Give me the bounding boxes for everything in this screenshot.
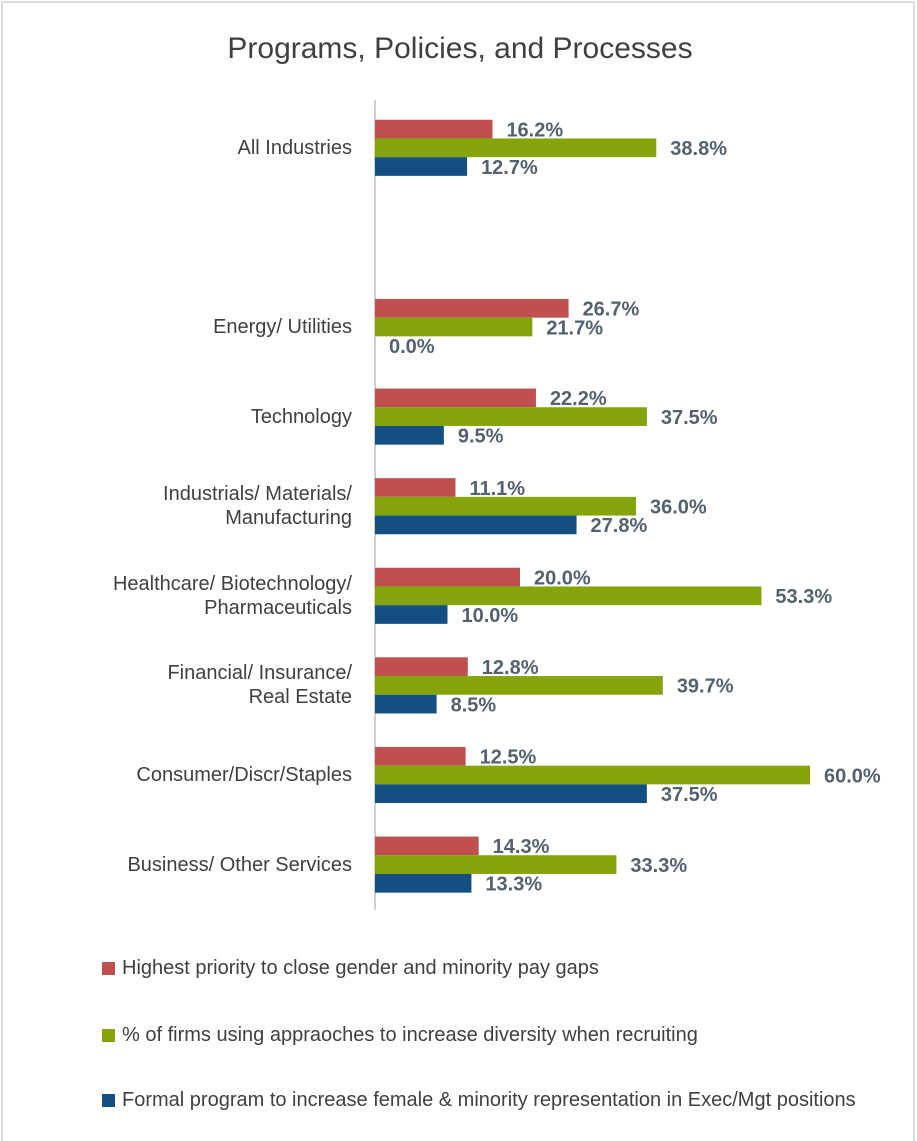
value-label: 37.5% — [661, 784, 718, 806]
value-label: 0.0% — [389, 336, 435, 358]
bar — [375, 515, 577, 535]
category-label: Energy/ Utilities — [213, 316, 352, 338]
legend-label: Highest priority to close gender and min… — [122, 957, 599, 979]
value-label: 14.3% — [493, 836, 550, 858]
value-label: 9.5% — [458, 426, 504, 448]
legend-label: % of firms using appraoches to increase … — [122, 1024, 698, 1046]
category-label: Technology — [250, 405, 352, 428]
bar — [375, 784, 647, 804]
value-label: 26.7% — [583, 299, 640, 321]
value-label: 38.8% — [670, 138, 727, 160]
legend-item: Highest priority to close gender and min… — [102, 955, 892, 981]
legend-swatch — [102, 1094, 115, 1107]
bar — [375, 676, 663, 695]
legend-swatch — [102, 962, 115, 975]
value-label: 60.0% — [824, 765, 881, 787]
value-label: 20.0% — [534, 567, 591, 589]
value-label: 11.1% — [469, 478, 525, 500]
value-label: 22.2% — [550, 388, 607, 410]
bar — [375, 119, 493, 139]
chart-title: Programs, Policies, and Processes — [227, 32, 692, 65]
bar — [375, 657, 468, 677]
legend-swatch — [102, 1029, 115, 1042]
bar — [375, 694, 437, 714]
bar — [375, 605, 448, 624]
category-label: Business/ Other Services — [127, 853, 352, 876]
category-label: Industrials/ Materials/ Manufacturing — [163, 483, 352, 530]
bar — [375, 317, 533, 337]
value-label: 36.0% — [650, 496, 707, 518]
value-label: 12.7% — [481, 157, 538, 179]
legend-item: % of firms using appraoches to increase … — [102, 1022, 892, 1048]
category-label: Financial/ Insurance/ Real Estate — [167, 662, 352, 709]
bar — [375, 407, 647, 426]
value-label: 27.8% — [591, 515, 648, 537]
bar — [375, 873, 472, 893]
bar — [375, 586, 762, 606]
category-label: Consumer/Discr/Staples — [136, 764, 352, 786]
value-label: 12.5% — [480, 747, 537, 769]
bar — [375, 496, 636, 516]
bar — [375, 746, 466, 766]
bar — [375, 388, 536, 408]
value-label: 8.5% — [451, 694, 497, 716]
value-label: 37.5% — [661, 407, 718, 429]
value-label: 16.2% — [506, 119, 563, 141]
value-label: 33.3% — [630, 855, 687, 877]
value-label: 53.3% — [775, 586, 832, 608]
value-label: 13.3% — [485, 874, 542, 896]
bar — [375, 425, 444, 445]
bar — [375, 157, 468, 176]
bar — [375, 836, 479, 856]
legend-item: Formal program to increase female & mino… — [102, 1087, 892, 1113]
legend-label: Formal program to increase female & mino… — [122, 1089, 856, 1111]
value-label: 10.0% — [462, 605, 519, 627]
bar — [375, 298, 569, 318]
category-label: All Industries — [237, 136, 353, 159]
value-label: 12.8% — [482, 657, 539, 679]
category-label: Healthcare/ Biotechnology/ Pharmaceutica… — [112, 572, 352, 619]
value-label: 21.7% — [546, 317, 603, 339]
value-label: 39.7% — [677, 676, 734, 698]
bar — [375, 138, 657, 158]
bar — [375, 567, 520, 587]
bar — [375, 478, 456, 497]
bar — [375, 765, 810, 785]
bar — [375, 855, 617, 874]
